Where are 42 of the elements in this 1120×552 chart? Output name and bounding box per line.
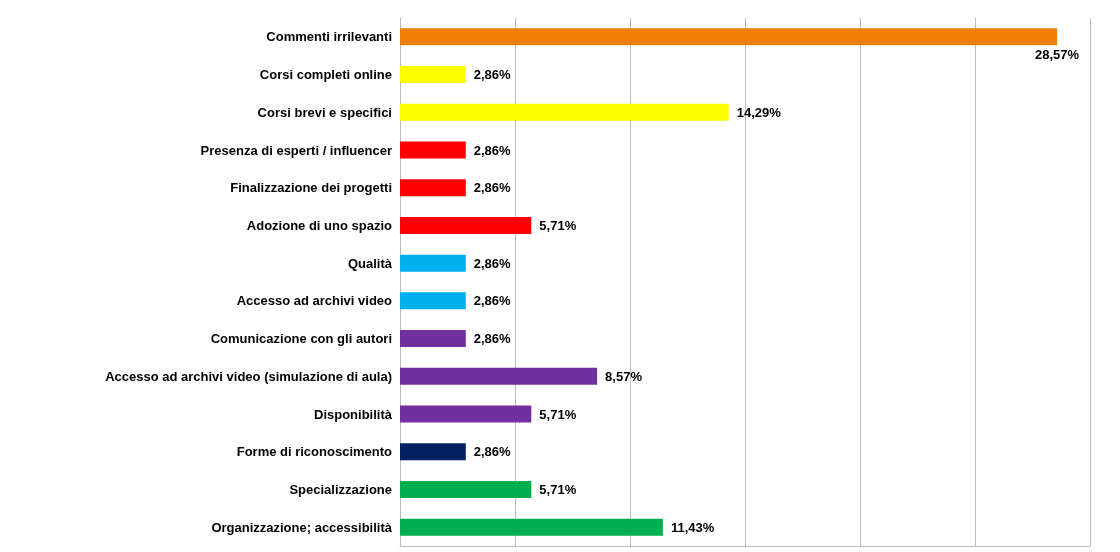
y-tick-label: Finalizzazione dei progetti bbox=[230, 180, 392, 196]
bar bbox=[400, 405, 532, 423]
bar bbox=[400, 480, 532, 498]
data-label: 2,86% bbox=[473, 180, 512, 196]
y-tick-label: Organizzazione; accessibilità bbox=[211, 519, 393, 535]
y-tick-label: Forme di riconoscimento bbox=[236, 444, 393, 460]
data-label: 2,86% bbox=[473, 67, 512, 83]
y-tick-label: Corsi completi online bbox=[259, 67, 392, 83]
data-label: 14,29% bbox=[736, 104, 782, 120]
y-tick-label: Comunicazione con gli autori bbox=[210, 331, 392, 347]
data-label: 2,86% bbox=[473, 444, 512, 460]
data-label: 2,86% bbox=[473, 255, 512, 271]
data-label: 5,71% bbox=[539, 481, 577, 497]
y-tick-label: Accesso ad archivi video (simulazione di aula) bbox=[105, 368, 392, 384]
data-label: 28,57% bbox=[1035, 47, 1080, 63]
data-label: 5,71% bbox=[539, 217, 577, 233]
y-tick-label: Specializzazione bbox=[289, 481, 392, 497]
bar bbox=[400, 292, 466, 310]
bar bbox=[400, 254, 466, 272]
bar bbox=[400, 103, 729, 121]
y-tick-label: Disponibilità bbox=[314, 406, 393, 422]
y-tick-label: Adozione di uno spazio bbox=[246, 217, 393, 233]
bar bbox=[400, 518, 663, 536]
bar bbox=[400, 443, 466, 461]
data-label: 2,86% bbox=[473, 331, 512, 347]
bar bbox=[400, 179, 466, 197]
bar bbox=[400, 66, 466, 84]
bar bbox=[400, 330, 466, 348]
data-label: 5,71% bbox=[539, 406, 577, 422]
bar bbox=[400, 216, 532, 234]
bar bbox=[400, 28, 1058, 46]
y-tick-label: Qualità bbox=[347, 255, 393, 271]
y-tick-label: Corsi brevi e specifici bbox=[257, 104, 392, 120]
bar bbox=[400, 141, 466, 159]
data-label: 2,86% bbox=[473, 142, 512, 158]
y-tick-label: Commenti irrilevanti bbox=[266, 29, 392, 45]
y-tick-label: Accesso ad archivi video bbox=[236, 293, 393, 309]
data-label: 8,57% bbox=[605, 368, 643, 384]
y-tick-label: Presenza di esperti / influencer bbox=[200, 142, 392, 158]
bar bbox=[400, 367, 598, 385]
data-label: 2,86% bbox=[473, 293, 512, 309]
data-label: 11,43% bbox=[670, 519, 715, 535]
